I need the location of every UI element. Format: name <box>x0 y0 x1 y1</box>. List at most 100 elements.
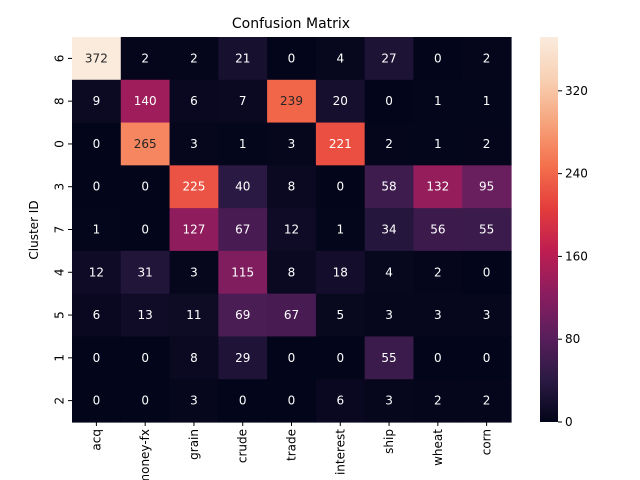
cell-value: 1 <box>239 137 247 151</box>
cell-value: 6 <box>190 94 198 108</box>
y-tick-label: 7 <box>53 226 67 234</box>
cell-value: 95 <box>479 180 494 194</box>
cell-value: 4 <box>336 51 344 65</box>
heatmap-cell <box>218 208 268 252</box>
cell-value: 3 <box>288 137 296 151</box>
cell-value: 29 <box>235 351 250 365</box>
cell-value: 1 <box>483 94 491 108</box>
cell-value: 372 <box>85 51 108 65</box>
cell-value: 0 <box>336 180 344 194</box>
cell-value: 0 <box>93 351 101 365</box>
heatmap-cell <box>72 336 122 380</box>
cell-value: 13 <box>138 308 153 322</box>
heatmap-cell <box>413 79 463 124</box>
cell-value: 127 <box>182 223 205 237</box>
cell-value: 2 <box>190 51 198 65</box>
cell-value: 2 <box>483 51 491 65</box>
heatmap-cell <box>364 37 415 81</box>
cell-value: 0 <box>434 351 442 365</box>
cell-annotations: 372 2 2 21 0 4 27 0 29 140 6 7 239 20 0 1 10 265 3 1 3 221 2 1 2… <box>85 51 494 407</box>
heatmap-cell <box>218 79 268 124</box>
heatmap-cell <box>218 336 268 380</box>
heatmap-cell <box>120 165 171 209</box>
cell-value: 3 <box>385 308 393 322</box>
cell-value: 40 <box>235 180 250 194</box>
cell-value: 265 <box>134 137 157 151</box>
x-tick-labels: acq money-fx grain crude trade interest ship wh… <box>89 422 494 480</box>
cell-value: 12 <box>89 265 104 279</box>
cell-value: 2 <box>483 394 491 408</box>
heatmap-cell <box>413 250 463 295</box>
x-tick-label: crude <box>236 429 250 463</box>
y-tick-label: 8 <box>53 97 67 105</box>
heatmap-cell <box>267 122 317 166</box>
heatmap-cell <box>364 293 415 338</box>
heatmap-cell <box>462 250 512 295</box>
y-tick-label: 5 <box>53 311 67 319</box>
heatmap-cell <box>169 122 219 166</box>
cell-value: 20 <box>333 94 348 108</box>
cell-value: 3 <box>385 394 393 408</box>
heatmap-cell <box>413 165 463 209</box>
cell-value: 140 <box>134 94 157 108</box>
cell-value: 67 <box>235 223 250 237</box>
heatmap-cell <box>218 122 268 166</box>
cell-value: 1 <box>434 94 442 108</box>
cell-value: 2 <box>434 394 442 408</box>
heatmap-cell <box>72 165 122 209</box>
heatmap-cell <box>364 208 415 252</box>
x-tick-label: interest <box>333 429 347 475</box>
heatmap-cell <box>120 208 171 252</box>
cell-value: 239 <box>280 94 303 108</box>
heatmap-cell <box>364 336 415 380</box>
x-tick-label: money-fx <box>138 429 152 480</box>
cell-value: 31 <box>138 265 153 279</box>
cell-value: 58 <box>381 180 396 194</box>
cell-value: 1 <box>93 223 101 237</box>
heatmap-cell <box>120 122 171 166</box>
cell-value: 3 <box>483 308 491 322</box>
heatmap-cell <box>462 208 512 252</box>
heatmap-cell <box>267 293 317 338</box>
heatmap-cell <box>315 250 366 295</box>
colorbar <box>540 37 558 422</box>
y-tick-label: 1 <box>53 354 67 362</box>
cell-value: 55 <box>381 351 396 365</box>
cell-value: 27 <box>381 51 396 65</box>
heatmap-cell <box>364 165 415 209</box>
heatmap-cell <box>413 37 463 81</box>
cell-value: 0 <box>385 94 393 108</box>
cell-value: 0 <box>483 351 491 365</box>
cell-value: 0 <box>93 180 101 194</box>
cell-value: 6 <box>93 308 101 322</box>
heatmap-cell <box>364 122 415 166</box>
heatmap-cell <box>364 250 415 295</box>
cell-value: 0 <box>483 265 491 279</box>
cell-value: 5 <box>336 308 344 322</box>
heatmap-cell <box>169 208 219 252</box>
heatmap-cell <box>169 293 219 338</box>
cell-value: 0 <box>93 137 101 151</box>
cell-value: 7 <box>239 94 247 108</box>
heatmap-cell <box>267 37 317 81</box>
cell-value: 0 <box>93 394 101 408</box>
cell-value: 2 <box>141 51 149 65</box>
colorbar-tick-label: 80 <box>565 332 580 346</box>
cell-value: 3 <box>434 308 442 322</box>
heatmap-cell <box>267 379 317 423</box>
cell-value: 3 <box>190 394 198 408</box>
heatmap-cell <box>462 79 512 124</box>
cell-value: 55 <box>479 223 494 237</box>
x-tick-label: wheat <box>431 429 445 466</box>
heatmap-cell <box>315 122 366 166</box>
heatmap-cell <box>364 379 415 423</box>
heatmap-cells <box>72 37 512 423</box>
x-tick-label: grain <box>187 429 201 460</box>
colorbar-tick-label: 160 <box>565 249 588 263</box>
heatmap-cell <box>462 37 512 81</box>
heatmap-cell <box>72 293 122 338</box>
cell-value: 0 <box>288 394 296 408</box>
cell-value: 221 <box>329 137 352 151</box>
cell-value: 0 <box>141 351 149 365</box>
chart-title: Confusion Matrix <box>232 16 350 32</box>
